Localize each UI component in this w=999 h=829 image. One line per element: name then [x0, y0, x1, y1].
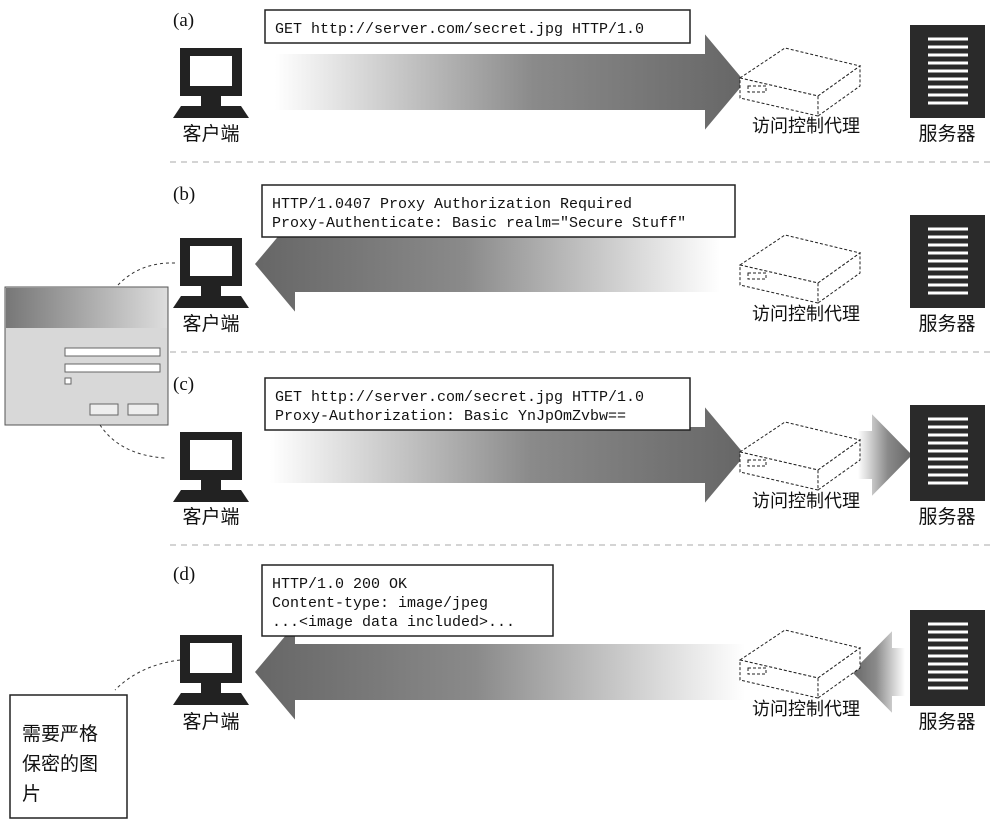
- message-arrow: [270, 407, 745, 503]
- panel-label: (b): [173, 184, 195, 205]
- message-box: [264, 9, 691, 44]
- base: [173, 106, 249, 118]
- server-icon: [910, 405, 985, 501]
- message-box: [261, 564, 554, 637]
- client-icon: [173, 635, 249, 705]
- proxy-side: [817, 65, 861, 117]
- message-line: HTTP/1.0407 Proxy Authorization Required: [272, 196, 632, 213]
- client-label: 客户端: [182, 506, 239, 528]
- screen: [190, 56, 232, 86]
- proxy-icon: [738, 629, 862, 699]
- server-icon: [910, 25, 985, 118]
- forward-arrow: [852, 631, 905, 713]
- message-line: GET http://server.com/secret.jpg HTTP/1.…: [275, 389, 644, 406]
- proxy-port: [747, 459, 767, 467]
- message-arrow: [275, 34, 745, 130]
- connectors: [99, 262, 181, 691]
- message-line: Proxy-Authenticate: Basic realm="Secure …: [272, 215, 686, 232]
- proxy-icon: [738, 421, 862, 491]
- base: [173, 490, 249, 502]
- server-icon: [910, 610, 985, 706]
- separators: [170, 161, 990, 546]
- proxy-port: [747, 272, 767, 280]
- stand: [201, 96, 221, 106]
- message-box: [261, 184, 736, 238]
- screen: [190, 440, 232, 470]
- client-icon: [173, 432, 249, 502]
- message-line: Content-type: image/jpeg: [272, 595, 488, 612]
- proxy-port: [747, 667, 767, 675]
- proxy-port: [747, 85, 767, 93]
- server-label: 服务器: [918, 506, 975, 528]
- message-box: [264, 377, 691, 431]
- proxy-label: 访问控制代理: [752, 116, 860, 136]
- server-body: [910, 610, 985, 706]
- proxy-label: 访问控制代理: [752, 699, 860, 719]
- client-label: 客户端: [182, 313, 239, 335]
- screen: [190, 643, 232, 673]
- screen: [190, 246, 232, 276]
- proxy-label: 访问控制代理: [752, 491, 860, 511]
- forward-arrow: [858, 414, 912, 496]
- panel-label: (a): [173, 10, 194, 31]
- server-label: 服务器: [918, 711, 975, 733]
- message-line: HTTP/1.0 200 OK: [272, 576, 407, 593]
- base: [173, 296, 249, 308]
- stand: [201, 683, 221, 693]
- message-line: ...<image data included>...: [272, 614, 515, 631]
- note-box: [9, 694, 128, 819]
- note-line: 片: [22, 783, 41, 805]
- message-line: GET http://server.com/secret.jpg HTTP/1.…: [275, 21, 644, 38]
- client-label: 客户端: [182, 711, 239, 733]
- client-icon: [173, 48, 249, 118]
- panel-label: (c): [173, 374, 194, 395]
- message-line: Proxy-Authorization: Basic YnJpOmZvbw==: [275, 408, 626, 425]
- note-line: 保密的图: [22, 753, 98, 775]
- message-arrow: [255, 216, 720, 312]
- proxy-side: [817, 252, 861, 304]
- proxy-side: [817, 439, 861, 491]
- base: [173, 693, 249, 705]
- stand: [201, 480, 221, 490]
- note-line: 需要严格: [22, 723, 98, 745]
- client-label: 客户端: [182, 123, 239, 145]
- message-arrow: [255, 624, 745, 720]
- server-icon: [910, 215, 985, 308]
- server-label: 服务器: [918, 313, 975, 335]
- proxy-icon: [738, 47, 862, 117]
- server-body: [910, 405, 985, 501]
- server-label: 服务器: [918, 123, 975, 145]
- proxy-label: 访问控制代理: [752, 304, 860, 324]
- login-dialog: [4, 286, 169, 426]
- proxy-side: [817, 647, 861, 699]
- client-icon: [173, 238, 249, 308]
- stand: [201, 286, 221, 296]
- panel-label: (d): [173, 564, 195, 585]
- proxy-icon: [738, 234, 862, 304]
